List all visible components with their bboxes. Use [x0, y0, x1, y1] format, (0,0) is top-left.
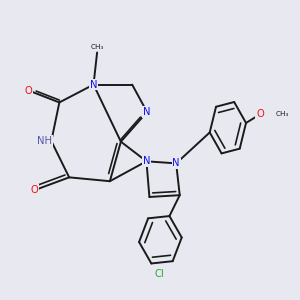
- Text: NH: NH: [37, 136, 52, 146]
- Text: Cl: Cl: [154, 269, 164, 279]
- Text: O: O: [256, 109, 264, 119]
- Text: CH₃: CH₃: [275, 111, 289, 117]
- Text: N: N: [143, 156, 150, 166]
- Text: N: N: [172, 158, 180, 168]
- Text: CH₃: CH₃: [90, 44, 104, 50]
- Text: O: O: [25, 85, 33, 96]
- Text: N: N: [143, 107, 151, 117]
- Text: O: O: [31, 185, 39, 195]
- Text: N: N: [90, 80, 97, 90]
